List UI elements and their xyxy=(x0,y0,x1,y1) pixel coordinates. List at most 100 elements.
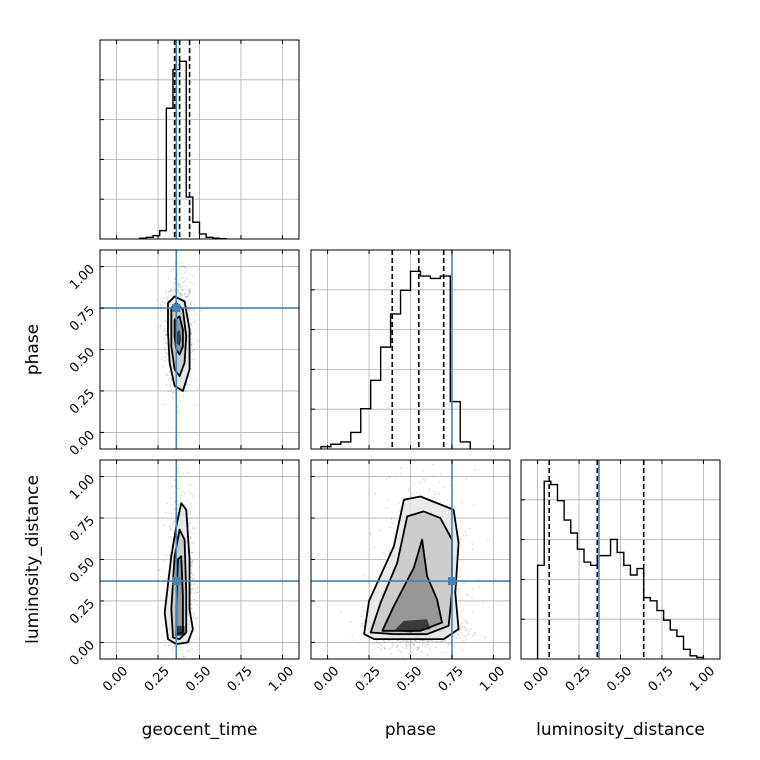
sample-point xyxy=(169,385,171,388)
sample-point xyxy=(407,639,409,642)
y-tick-label: 0.75 xyxy=(67,513,98,544)
contour-line xyxy=(369,510,453,636)
sample-point xyxy=(400,640,402,643)
sample-point xyxy=(164,290,167,293)
sample-point xyxy=(190,603,192,605)
sample-point xyxy=(177,283,180,286)
sample-point xyxy=(179,292,182,295)
sample-point xyxy=(161,301,164,304)
sample-point xyxy=(440,473,442,475)
sample-point xyxy=(174,500,176,503)
sample-point xyxy=(473,631,476,634)
truth-marker xyxy=(172,577,181,586)
sample-point xyxy=(178,293,181,296)
sample-point xyxy=(432,491,435,494)
sample-point xyxy=(397,501,400,504)
contour-line xyxy=(381,538,443,632)
sample-point xyxy=(189,308,191,311)
sample-point xyxy=(180,276,183,279)
sample-point xyxy=(487,538,489,541)
sample-point xyxy=(165,573,168,576)
sample-point xyxy=(190,607,193,610)
sample-point xyxy=(471,611,474,614)
panel-phase-vs-geocent_time: 0.00 0.25 0.50 0.75 1.00 xyxy=(67,249,300,459)
sample-point xyxy=(181,664,183,666)
sample-point xyxy=(173,282,176,285)
sample-point xyxy=(186,382,189,384)
sample-point xyxy=(167,296,169,299)
sample-point xyxy=(430,670,432,672)
sample-point xyxy=(440,651,443,654)
sample-point xyxy=(189,532,191,534)
sample-point xyxy=(190,322,193,325)
sample-point xyxy=(191,551,194,554)
sample-point xyxy=(180,670,182,672)
sample-point xyxy=(171,397,174,399)
sample-point xyxy=(191,561,193,564)
sample-point xyxy=(167,277,170,280)
sample-point xyxy=(428,490,431,493)
sample-point xyxy=(179,294,182,297)
sample-point xyxy=(188,292,191,294)
sample-point xyxy=(192,282,195,285)
sample-point xyxy=(382,641,385,644)
sample-point xyxy=(444,651,447,654)
sample-point xyxy=(426,654,428,656)
y-tick-label: 0.50 xyxy=(67,345,98,376)
sample-point xyxy=(188,649,190,652)
sample-point xyxy=(190,332,192,334)
sample-point xyxy=(471,597,474,600)
sample-point xyxy=(385,478,388,480)
y-tick-label: 0.25 xyxy=(67,596,98,627)
sample-point xyxy=(182,652,185,655)
sample-point xyxy=(471,635,474,637)
sample-point xyxy=(189,513,192,515)
sample-point xyxy=(168,291,170,293)
sample-point xyxy=(191,542,194,545)
sample-point xyxy=(465,638,468,640)
sample-point xyxy=(428,643,430,646)
sample-point xyxy=(192,616,195,619)
panel-frame xyxy=(310,459,511,660)
sample-point xyxy=(423,479,426,482)
sample-point xyxy=(369,532,372,534)
sample-point xyxy=(458,588,461,590)
sample-point xyxy=(191,338,194,341)
sample-point xyxy=(165,293,168,295)
sample-point xyxy=(190,351,193,354)
sample-point xyxy=(170,535,172,538)
sample-point xyxy=(418,645,421,648)
sample-point xyxy=(190,325,193,327)
sample-point xyxy=(192,578,195,581)
sample-point xyxy=(169,383,172,385)
sample-point xyxy=(468,527,471,530)
sample-point xyxy=(515,609,517,611)
sample-point xyxy=(165,296,167,299)
sample-point xyxy=(177,272,179,275)
sample-point xyxy=(408,641,411,643)
sample-point xyxy=(420,650,423,653)
sample-point xyxy=(399,472,402,475)
sample-point xyxy=(397,649,400,652)
sample-point xyxy=(173,277,176,280)
sample-point xyxy=(185,296,187,298)
sample-point xyxy=(380,648,383,650)
sample-point xyxy=(179,400,181,403)
sample-point xyxy=(190,584,193,587)
sample-point xyxy=(458,637,461,640)
sample-point xyxy=(186,277,188,280)
panel-luminosity_distance-vs-luminosity_distance: 0.00 0.25 0.50 0.75 1.00 xyxy=(520,459,721,695)
sample-point xyxy=(185,301,188,303)
histogram-luminosity_distance xyxy=(536,480,705,659)
sample-point xyxy=(177,508,180,511)
sample-point xyxy=(391,641,393,644)
truth-marker xyxy=(172,304,181,313)
sample-point xyxy=(388,526,391,529)
sample-point xyxy=(478,578,480,580)
sample-point xyxy=(461,501,463,504)
sample-point xyxy=(180,293,183,295)
sample-point xyxy=(169,290,172,293)
sample-point xyxy=(195,617,198,620)
sample-point xyxy=(190,343,193,346)
sample-point xyxy=(192,321,195,324)
